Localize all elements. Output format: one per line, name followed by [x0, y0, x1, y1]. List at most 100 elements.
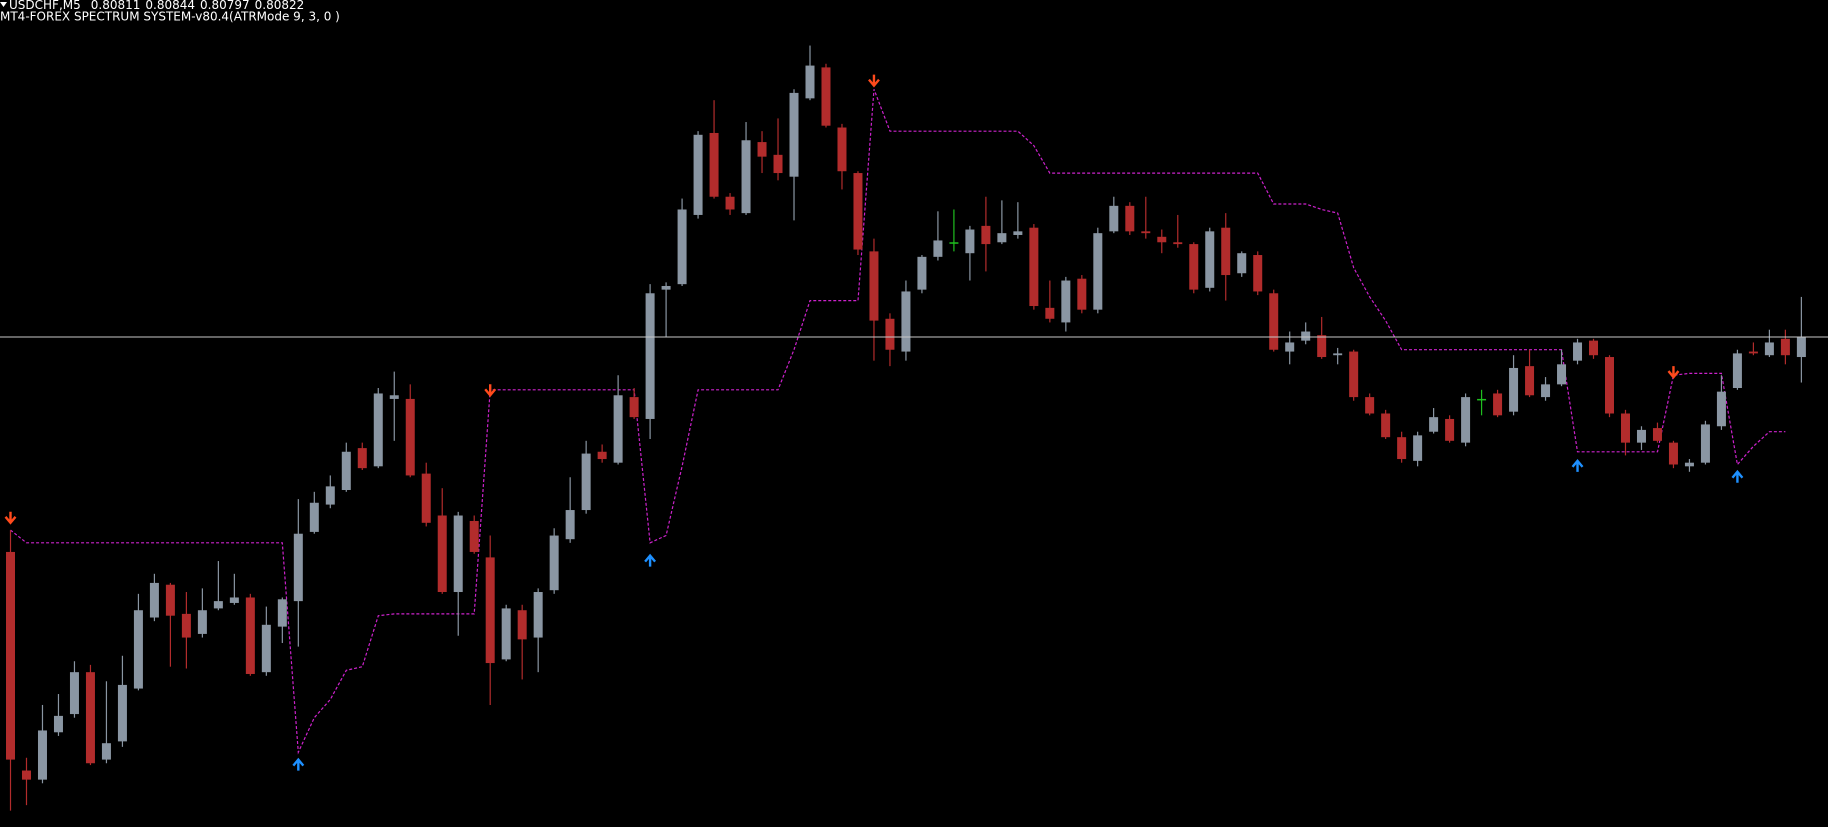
candle-body [437, 515, 447, 593]
candle-body [1445, 418, 1455, 441]
candle-body [1221, 227, 1231, 276]
buy-arrow [1731, 469, 1744, 483]
candle-body [453, 515, 463, 593]
candle-body [37, 730, 47, 780]
candle-body [101, 743, 111, 760]
candle-body [981, 225, 991, 245]
candle-body [1525, 366, 1535, 396]
plot-area [0, 45, 1828, 811]
candle-body [1285, 342, 1295, 352]
candle-body [1365, 397, 1375, 414]
candle-body [373, 393, 383, 467]
candle-body [885, 318, 895, 350]
candle-body [309, 502, 319, 532]
sell-arrow [1667, 366, 1680, 379]
candle-body [149, 582, 159, 618]
candle-body [645, 293, 655, 419]
candle-body [1077, 278, 1087, 310]
candle-body [597, 451, 607, 460]
candle-body [261, 624, 271, 673]
last-low: 0.80797 [200, 0, 250, 12]
candle-body [1557, 364, 1567, 385]
candle-body [1764, 342, 1774, 356]
candle-body [1173, 242, 1183, 245]
candle-body [581, 453, 591, 511]
candle-body [197, 610, 207, 634]
candle-body [549, 535, 559, 591]
candle-body [1477, 398, 1487, 401]
candle-body [213, 601, 223, 609]
buy-arrow [1571, 458, 1584, 472]
candle-body [997, 233, 1007, 243]
candle-body [1413, 435, 1423, 461]
candle-body [965, 229, 975, 254]
candle-body [501, 608, 511, 660]
candle-body [485, 557, 495, 664]
candle-body [6, 551, 15, 760]
candle-body [1684, 462, 1694, 467]
candle-body [1381, 413, 1391, 438]
candle-body [133, 610, 143, 689]
candle-body [1796, 336, 1806, 358]
candle-body [1397, 437, 1407, 460]
candle-body [1333, 353, 1343, 356]
candle-body [933, 240, 943, 257]
candle-body [853, 173, 863, 250]
sell-arrow [868, 74, 880, 88]
candle-body [949, 242, 959, 244]
candle-body [629, 397, 639, 418]
candle-body [869, 251, 879, 321]
candle-body [229, 597, 239, 603]
candle-body [1301, 331, 1311, 341]
candle-body [1636, 429, 1646, 443]
candle-body [469, 520, 479, 552]
candle-body [293, 533, 303, 602]
candle-body [565, 510, 575, 540]
candle-body [661, 285, 671, 290]
candle-body [1748, 351, 1758, 354]
symbol-marker [0, 2, 7, 7]
candle-body [837, 127, 847, 172]
candle-body [741, 140, 751, 214]
candle-body [901, 291, 911, 352]
candle-body [1589, 340, 1599, 356]
candle-body [1317, 335, 1327, 358]
sell-arrow [4, 511, 17, 525]
candle-body [1045, 307, 1055, 319]
last-high: 0.80844 [145, 0, 195, 12]
candle-body [709, 132, 719, 197]
candle-body [341, 451, 351, 491]
candle-body [693, 134, 703, 215]
candle-body [165, 584, 175, 616]
candle-body [1461, 397, 1471, 443]
candle-body [1509, 367, 1519, 412]
candle-body [53, 715, 63, 733]
last-close: 0.80822 [255, 0, 305, 12]
buy-arrow [292, 757, 305, 771]
buy-arrow [644, 553, 657, 567]
candle-body [1253, 255, 1263, 292]
candle-body [1493, 393, 1503, 416]
candle-body [117, 684, 127, 742]
candle-body [757, 142, 767, 157]
candle-body [533, 592, 543, 638]
symbol: USDCHF,M5 [9, 0, 81, 12]
header-quote: USDCHF,M5 0.80811 0.80844 0.80797 0.80822 [9, 0, 304, 12]
candle-body [1093, 233, 1103, 310]
candle-body [1573, 342, 1583, 361]
candle-body [1109, 205, 1119, 232]
candle-body [917, 256, 927, 290]
candle-body [421, 473, 431, 523]
candle-body [85, 672, 95, 764]
candle-body [1061, 280, 1071, 323]
candle-body [613, 395, 623, 463]
candle-body [1716, 391, 1726, 427]
candle-body [1780, 338, 1790, 356]
stop-line [10, 89, 1786, 755]
candle-body [1141, 231, 1151, 234]
candle-body [245, 597, 255, 674]
candle-body [789, 92, 799, 177]
candle-body [1237, 253, 1247, 274]
